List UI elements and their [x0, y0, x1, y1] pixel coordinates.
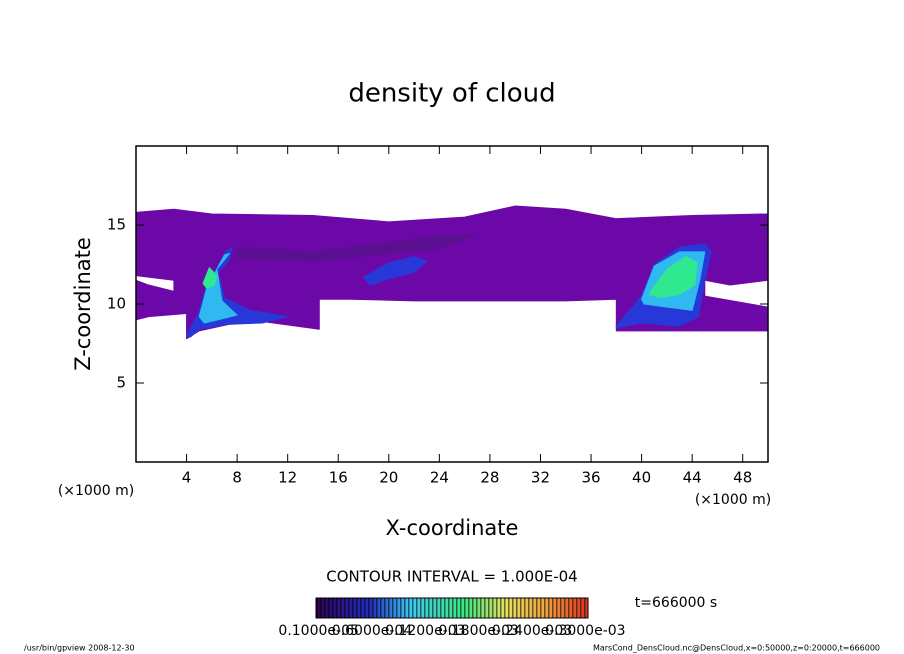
contour-interval: CONTOUR INTERVAL = 1.000E-04: [326, 568, 577, 586]
contour-region: [648, 256, 698, 299]
colorbar-tick-label: 0.6000e-04: [332, 623, 413, 639]
colorbar-tick-label: 0.1000e-05: [278, 623, 358, 639]
contour-region: [198, 252, 238, 324]
x-axis-label: X-coordinate: [386, 516, 519, 540]
contour-region: [236, 233, 478, 262]
x-tick-label: 40: [632, 469, 651, 487]
x-tick-label: 28: [480, 469, 499, 487]
colorbar-tick-label: 0.2400e-03: [492, 623, 572, 639]
x-tick-label: 4: [182, 469, 192, 487]
colorbar-tick-label: 0.1200e-03: [385, 623, 465, 639]
contour-region: [363, 256, 428, 286]
x-tick-label: 20: [379, 469, 398, 487]
x-tick-label: 32: [531, 469, 550, 487]
x-tick-label: 48: [733, 469, 752, 487]
y-tick-label: 5: [116, 374, 126, 392]
x-tick-label: 36: [581, 469, 600, 487]
contour-region: [202, 267, 218, 289]
x-tick-label: 24: [430, 469, 449, 487]
x-tick-label: 16: [329, 469, 348, 487]
contour-region: [136, 205, 768, 340]
colorbar-tick-label: 0.1800e-03: [438, 623, 518, 639]
y-tick-label: 15: [107, 216, 126, 234]
colorbar-frame: [315, 597, 589, 619]
footer-right: MarsCond_DensCloud.nc@DensCloud,x=0:5000…: [593, 644, 880, 653]
y-axis-label: Z-coordinate: [71, 237, 95, 371]
y-tick-label: 10: [107, 295, 126, 313]
x-unit-label: (×1000 m): [695, 492, 771, 508]
chart-title: density of cloud: [348, 79, 555, 109]
y-unit-label: (×1000 m): [58, 483, 134, 499]
x-tick-label: 8: [232, 469, 242, 487]
x-tick-label: 12: [278, 469, 297, 487]
colorbar-tick-label: 0.3000e-03: [545, 623, 625, 639]
x-tick-label: 44: [683, 469, 702, 487]
plot-area: [136, 205, 768, 340]
footer-left: /usr/bin/gpview 2008-12-30: [24, 644, 135, 653]
time-label: t=666000 s: [635, 595, 717, 611]
